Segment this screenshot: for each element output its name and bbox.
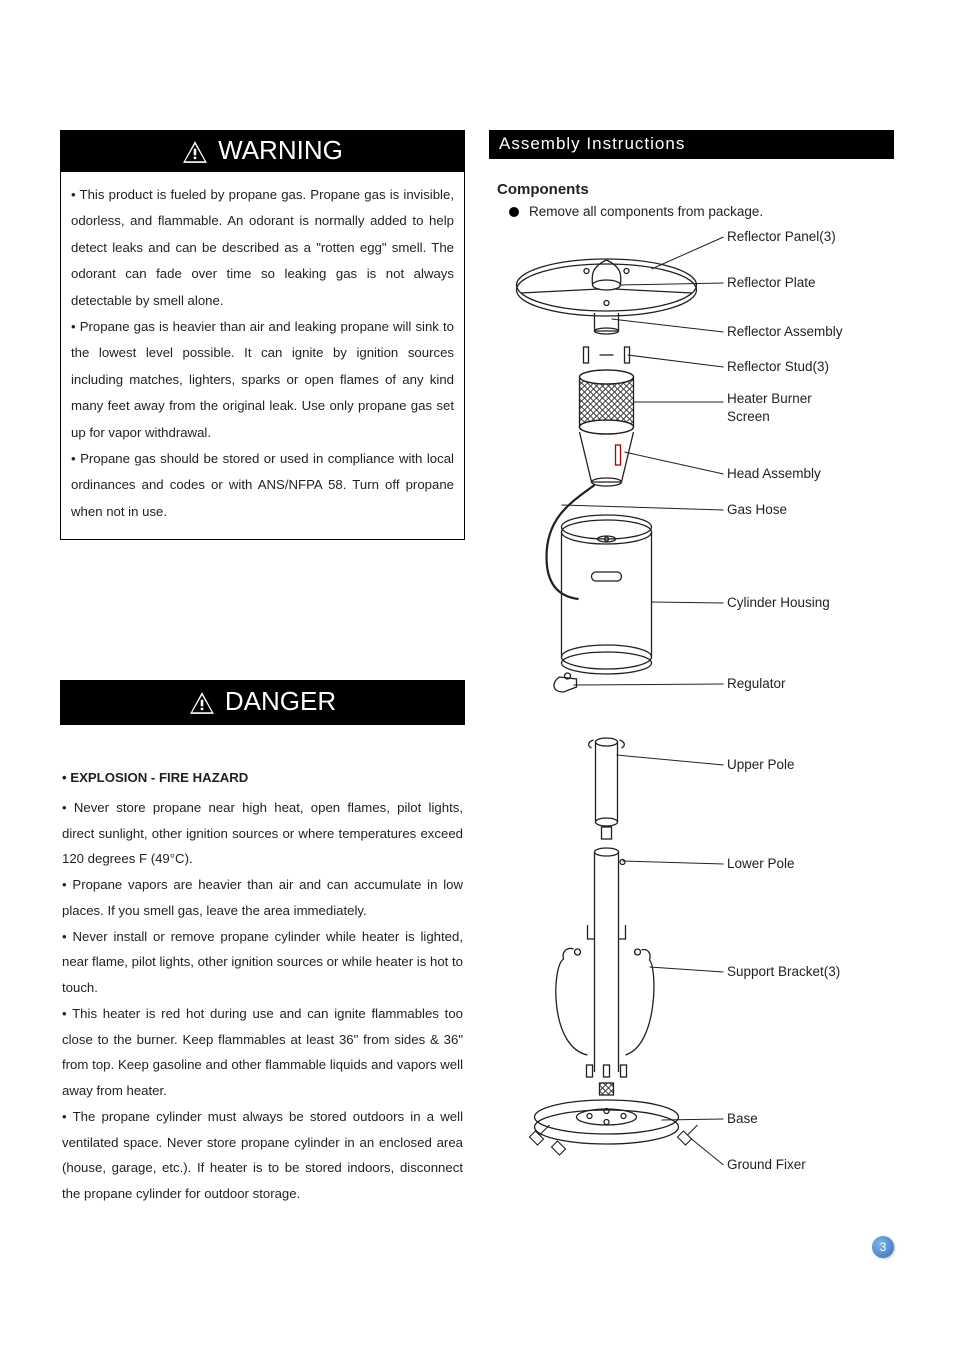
component-label: Upper Pole [727, 757, 795, 772]
warning-header: WARNING [61, 131, 464, 172]
danger-header: DANGER [61, 681, 464, 724]
warning-paragraph: • Propane gas is heavier than air and le… [71, 314, 454, 446]
component-label: Reflector Panel(3) [727, 229, 836, 244]
warning-paragraph: • This product is fueled by propane gas.… [71, 182, 454, 314]
bullet-icon [509, 207, 519, 217]
assembly-header: Assembly Instructions [489, 130, 894, 159]
warning-body: • This product is fueled by propane gas.… [61, 172, 464, 539]
warning-title: WARNING [218, 135, 343, 166]
danger-section: DANGER • EXPLOSION - FIRE HAZARD • Never… [60, 680, 465, 1206]
danger-paragraph: • Never store propane near high heat, op… [62, 795, 463, 872]
danger-paragraph: • This heater is red hot during use and … [62, 1001, 463, 1104]
heater-diagram-svg [489, 227, 894, 1187]
danger-body: • EXPLOSION - FIRE HAZARD • Never store … [60, 725, 465, 1206]
danger-paragraph: • Never install or remove propane cylind… [62, 924, 463, 1001]
danger-paragraph: • The propane cylinder must always be st… [62, 1104, 463, 1207]
page-number: 3 [872, 1236, 894, 1258]
component-label: Ground Fixer [727, 1157, 806, 1172]
component-label: Cylinder Housing [727, 595, 830, 610]
components-diagram: Reflector Panel(3) Reflector Plate Reflect… [489, 227, 894, 1187]
components-subtext: Remove all components from package. [529, 204, 763, 219]
components-subtitle: Remove all components from package. [509, 204, 894, 219]
warning-icon [182, 140, 208, 164]
page-number-value: 3 [880, 1240, 887, 1254]
component-label: Lower Pole [727, 856, 795, 871]
component-label: Reflector Assembly [727, 324, 843, 339]
component-label: Reflector Plate [727, 275, 816, 290]
component-label: Gas Hose [727, 502, 787, 517]
left-column: WARNING • This product is fueled by prop… [60, 130, 465, 1207]
component-label: Heater Burner [727, 391, 812, 406]
components-title: Components [497, 181, 894, 198]
danger-paragraph: • Propane vapors are heavier than air an… [62, 872, 463, 923]
assembly-header-label: Assembly Instructions [499, 134, 685, 154]
danger-title: DANGER [225, 686, 336, 717]
component-label: Head Assembly [727, 466, 821, 481]
component-label: Reflector Stud(3) [727, 359, 829, 374]
danger-icon [189, 691, 215, 715]
right-column: Assembly Instructions Components Remove … [489, 130, 894, 1207]
component-label: Support Bracket(3) [727, 964, 840, 979]
component-label: Regulator [727, 676, 786, 691]
warning-paragraph: • Propane gas should be stored or used i… [71, 446, 454, 525]
warning-box: WARNING • This product is fueled by prop… [60, 130, 465, 540]
component-label: Screen [727, 409, 770, 424]
component-label: Base [727, 1111, 758, 1126]
danger-hazard-title: • EXPLOSION - FIRE HAZARD [62, 765, 463, 791]
